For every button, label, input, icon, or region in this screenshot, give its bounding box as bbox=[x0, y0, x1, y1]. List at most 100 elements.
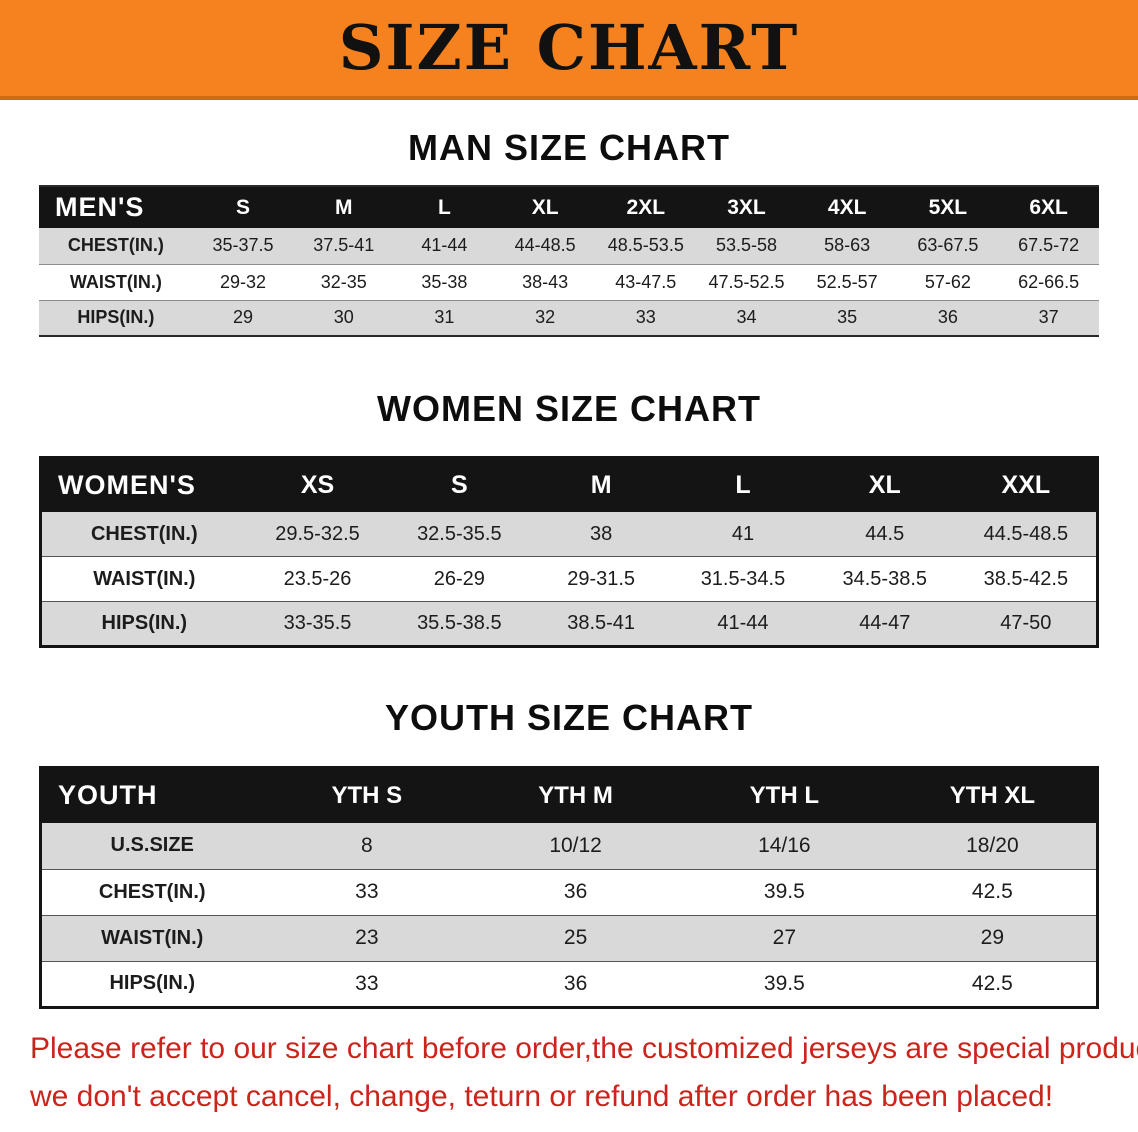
men-size-value-cell: 36 bbox=[937, 307, 958, 328]
women-row-label: HIPS(IN.) bbox=[101, 612, 188, 635]
women-size-table: WOMEN'S XS S M L XL XXL CHEST(IN.) 29.5-32.5 32.5… bbox=[39, 456, 1099, 649]
women-size-value-cell: 41 bbox=[731, 522, 755, 545]
women-size-column-5: XL bbox=[813, 457, 956, 512]
men-size-column-4: XL bbox=[494, 186, 596, 229]
footer-note: Please refer to our size chart before or… bbox=[0, 1025, 1138, 1121]
youth-header-row: YOUTH YTH S YTH M YTH L YTH XL bbox=[40, 767, 1098, 824]
women-size-value-cell: 32.5-35.5 bbox=[417, 522, 502, 545]
men-size-value-cell: 32 bbox=[535, 307, 556, 328]
women-section-heading: WOMEN SIZE CHART bbox=[377, 388, 761, 430]
women-size-value-cell: 29-31.5 bbox=[567, 567, 636, 590]
men-header-row: MEN'S S M L XL 2XL 3XL 4XL 5XL 6XL bbox=[39, 186, 1099, 229]
women-size-value-cell: 44.5-48.5 bbox=[983, 522, 1069, 545]
men-size-value-cell: 34 bbox=[736, 307, 757, 328]
youth-size-value-cell: 42.5 bbox=[971, 971, 1013, 995]
women-size-value-cell: 34.5-38.5 bbox=[842, 567, 928, 590]
youth-section-heading: YOUTH SIZE CHART bbox=[384, 697, 753, 739]
youth-size-value-cell: 25 bbox=[563, 926, 588, 950]
men-size-column-9: 6XL bbox=[998, 186, 1099, 229]
women-size-column-3: M bbox=[530, 457, 673, 512]
men-measure-row: HIPS(IN.) 29 30 31 32 33 34 35 36 37 bbox=[39, 300, 1099, 337]
women-measure-row: WAIST(IN.) 23.5-26 26-29 29-31.5 31.5-34.5 34… bbox=[40, 557, 1098, 602]
youth-measure-row: U.S.SIZE 8 10/12 14/16 18/20 bbox=[40, 823, 1098, 870]
men-size-table: MEN'S S M L XL 2XL 3XL 4XL 5XL 6XL CHEST(IN.) 35-37… bbox=[39, 185, 1099, 338]
footer-note-line-1: Please refer to our size chart before or… bbox=[30, 1031, 1138, 1065]
youth-size-value-cell: 8 bbox=[361, 833, 373, 857]
youth-size-column-4: YTH XL bbox=[888, 767, 1098, 824]
men-size-value-cell: 29 bbox=[233, 307, 254, 328]
youth-size-chart-section: YOUTH SIZE CHART YOUTH YTH S YTH M YTH L YTH… bbox=[0, 696, 1138, 1009]
youth-size-column-2: YTH M bbox=[471, 767, 680, 824]
youth-size-value-cell: 18/20 bbox=[966, 833, 1019, 857]
men-size-value-cell: 35 bbox=[837, 307, 858, 328]
footer-note-line-2: we don't accept cancel, change, teturn o… bbox=[30, 1079, 1054, 1113]
women-size-value-cell: 26-29 bbox=[433, 567, 485, 590]
men-size-value-cell: 58-63 bbox=[824, 235, 871, 256]
men-measure-row: WAIST(IN.) 29-32 32-35 35-38 38-43 43-47.5 47.… bbox=[39, 264, 1099, 301]
men-size-column-5: 2XL bbox=[595, 186, 697, 229]
men-size-value-cell: 43-47.5 bbox=[615, 271, 677, 292]
men-size-value-cell: 41-44 bbox=[421, 235, 468, 256]
youth-size-value-cell: 36 bbox=[563, 971, 588, 995]
men-measure-row: CHEST(IN.) 35-37.5 37.5-41 41-44 44-48.5 48.5… bbox=[39, 228, 1099, 265]
men-size-column-7: 4XL bbox=[796, 186, 898, 229]
women-size-column-1: XS bbox=[246, 457, 389, 512]
men-size-column-1: S bbox=[192, 186, 294, 229]
women-size-chart-section: WOMEN SIZE CHART WOMEN'S XS S M L XL XXL CHEST(… bbox=[0, 387, 1138, 649]
women-measure-row: CHEST(IN.) 29.5-32.5 32.5-35.5 38 41 44.5 44.5… bbox=[40, 511, 1098, 557]
women-measure-row: HIPS(IN.) 33-35.5 35.5-38.5 38.5-41 41-44 44-… bbox=[40, 601, 1098, 647]
women-size-column-4: L bbox=[672, 457, 814, 512]
men-size-value-cell: 32-35 bbox=[320, 271, 367, 292]
men-size-column-8: 5XL bbox=[897, 186, 999, 229]
youth-size-value-cell: 23 bbox=[355, 926, 379, 950]
women-corner-label: WOMEN'S bbox=[40, 457, 247, 512]
women-size-column-2: S bbox=[388, 457, 531, 512]
women-size-value-cell: 23.5-26 bbox=[283, 567, 352, 590]
women-size-value-cell: 31.5-34.5 bbox=[700, 567, 786, 590]
men-row-label: HIPS(IN.) bbox=[77, 307, 155, 328]
women-row-label: CHEST(IN.) bbox=[90, 522, 198, 545]
women-size-value-cell: 38 bbox=[590, 522, 613, 545]
youth-measure-row: HIPS(IN.) 33 36 39.5 42.5 bbox=[41, 961, 1098, 1007]
men-size-column-2: M bbox=[293, 186, 395, 229]
youth-row-label: WAIST(IN.) bbox=[101, 926, 204, 949]
youth-row-label: HIPS(IN.) bbox=[109, 972, 196, 995]
youth-size-value-cell: 27 bbox=[772, 926, 797, 950]
women-size-value-cell: 29.5-32.5 bbox=[275, 522, 360, 545]
men-size-value-cell: 44-48.5 bbox=[514, 235, 576, 256]
men-corner-label: MEN'S bbox=[39, 186, 193, 229]
men-size-value-cell: 53.5-58 bbox=[715, 235, 778, 256]
youth-size-value-cell: 36 bbox=[563, 880, 588, 904]
men-size-value-cell: 35-37.5 bbox=[212, 235, 274, 256]
men-size-chart-section: MAN SIZE CHART MEN'S S M L XL 2XL 3XL 4XL 5XL 6XL… bbox=[0, 126, 1138, 338]
women-size-value-cell: 41-44 bbox=[717, 612, 769, 635]
men-size-value-cell: 57-62 bbox=[924, 271, 971, 292]
youth-row-label: U.S.SIZE bbox=[110, 834, 194, 857]
men-row-label: CHEST(IN.) bbox=[67, 235, 164, 256]
women-size-value-cell: 44.5 bbox=[865, 522, 905, 545]
men-size-value-cell: 31 bbox=[434, 307, 455, 328]
women-size-value-cell: 38.5-42.5 bbox=[983, 567, 1069, 590]
youth-size-value-cell: 10/12 bbox=[549, 833, 602, 857]
youth-size-value-cell: 33 bbox=[355, 971, 379, 995]
men-size-column-3: L bbox=[394, 186, 495, 229]
youth-row-label: CHEST(IN.) bbox=[98, 880, 206, 903]
men-size-value-cell: 47.5-52.5 bbox=[708, 271, 785, 292]
women-size-value-cell: 47-50 bbox=[1000, 612, 1052, 635]
women-size-column-6: XXL bbox=[955, 457, 1098, 512]
youth-size-value-cell: 29 bbox=[980, 926, 1005, 950]
youth-size-value-cell: 42.5 bbox=[971, 880, 1013, 904]
youth-measure-row: WAIST(IN.) 23 25 27 29 bbox=[40, 915, 1098, 962]
men-size-value-cell: 37 bbox=[1038, 307, 1059, 328]
men-size-value-cell: 63-67.5 bbox=[917, 235, 979, 256]
men-size-value-cell: 67.5-72 bbox=[1018, 235, 1080, 256]
youth-size-column-3: YTH L bbox=[679, 767, 889, 824]
men-size-value-cell: 37.5-41 bbox=[313, 235, 375, 256]
men-row-label: WAIST(IN.) bbox=[69, 271, 162, 292]
men-size-value-cell: 35-38 bbox=[421, 271, 468, 292]
men-size-value-cell: 30 bbox=[333, 307, 354, 328]
youth-size-value-cell: 39.5 bbox=[763, 880, 805, 904]
women-size-value-cell: 33-35.5 bbox=[283, 612, 352, 635]
men-section-heading: MAN SIZE CHART bbox=[408, 127, 730, 168]
